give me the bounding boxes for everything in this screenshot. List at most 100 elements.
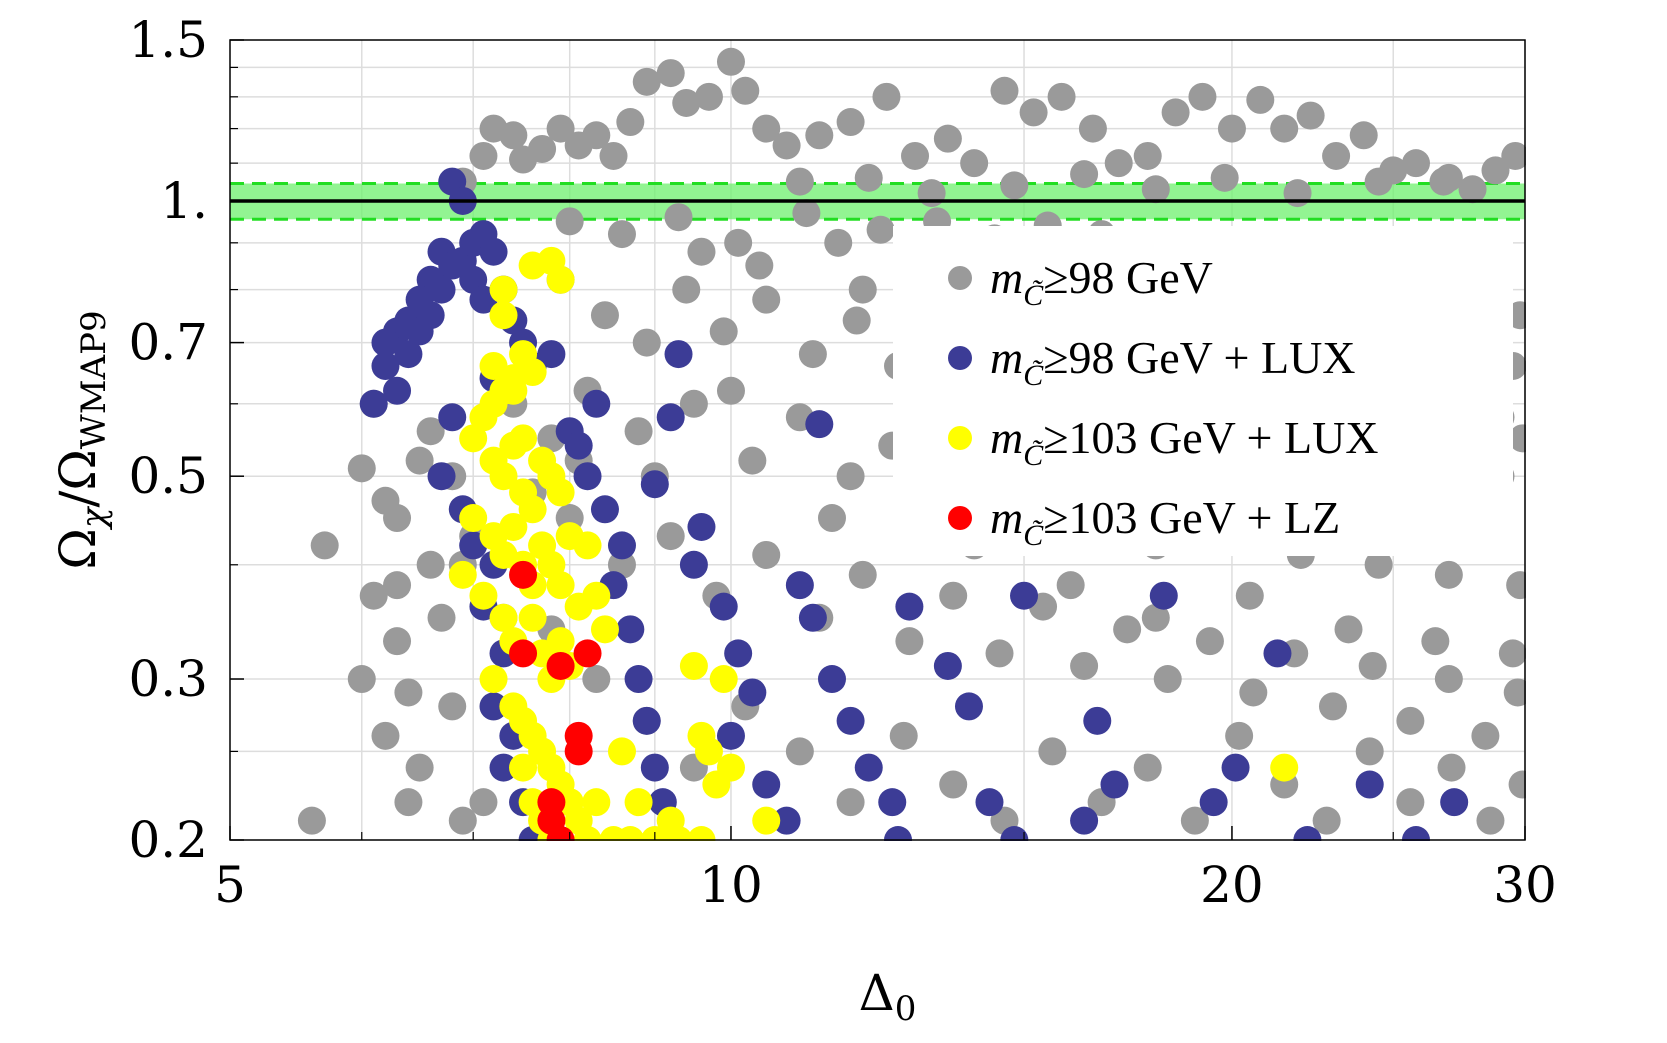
data-point [573, 639, 602, 668]
data-point [817, 504, 846, 533]
data-point [518, 603, 547, 632]
data-point [518, 358, 547, 387]
data-point [624, 665, 653, 694]
data-point [798, 603, 827, 632]
data-point [1180, 806, 1209, 835]
data-point [624, 417, 653, 446]
data-point [1440, 788, 1469, 817]
data-point [679, 651, 708, 680]
data-point [866, 215, 895, 244]
data-point [1458, 175, 1487, 204]
data-point [687, 512, 716, 541]
data-point [1104, 149, 1133, 178]
data-point [656, 522, 685, 551]
data-point [1364, 550, 1393, 579]
data-point [509, 753, 538, 782]
data-point [939, 581, 968, 610]
data-point [564, 431, 593, 460]
data-point [1318, 692, 1347, 721]
data-point [745, 251, 774, 280]
y-tick-label: 0.3 [128, 650, 208, 708]
data-point [1334, 615, 1363, 644]
data-point [1401, 149, 1430, 178]
data-point [985, 639, 1014, 668]
legend-box [893, 226, 1513, 556]
data-point [448, 806, 477, 835]
data-point [1349, 121, 1378, 150]
data-point [479, 692, 508, 721]
axis-ticks: 5 10 20 30 0.2 0.3 0.5 0.7 1. 1.5 [128, 11, 1556, 914]
data-point [1113, 615, 1142, 644]
data-point [640, 753, 669, 782]
data-point [371, 721, 400, 750]
data-point [427, 462, 456, 491]
data-point [694, 82, 723, 111]
data-point [632, 706, 661, 735]
data-point [1078, 114, 1107, 143]
data-point [599, 141, 628, 170]
data-point [1476, 806, 1505, 835]
data-point [792, 199, 821, 228]
data-point [1437, 753, 1466, 782]
data-point [895, 592, 924, 621]
data-point [469, 788, 498, 817]
data-point [917, 179, 946, 208]
data-point [960, 149, 989, 178]
data-point [573, 531, 602, 560]
data-point [772, 806, 801, 835]
data-point [564, 737, 593, 766]
data-point [672, 88, 701, 117]
data-point [1217, 114, 1246, 143]
data-point [1239, 678, 1268, 707]
data-point [459, 504, 488, 533]
data-point [1149, 581, 1178, 610]
data-point [889, 721, 918, 750]
data-point [872, 82, 901, 111]
data-point [1070, 806, 1099, 835]
data-point [479, 665, 508, 694]
data-point [546, 571, 575, 600]
data-point [582, 665, 611, 694]
data-point [1070, 160, 1099, 189]
data-point [1133, 753, 1162, 782]
data-point [672, 275, 701, 304]
data-point [582, 121, 611, 150]
data-point [1322, 141, 1351, 170]
data-point [805, 410, 834, 439]
data-point [394, 788, 423, 817]
data-point [469, 581, 498, 610]
data-point [546, 627, 575, 656]
data-point [1133, 141, 1162, 170]
data-point [679, 550, 708, 579]
data-point [499, 121, 528, 150]
data-point [459, 424, 488, 453]
data-point [1083, 706, 1112, 735]
data-point [394, 340, 423, 369]
data-point [607, 220, 636, 249]
data-point [1210, 163, 1239, 192]
data-point [785, 737, 814, 766]
data-point [1000, 171, 1029, 200]
y-tick-label: 1. [160, 172, 208, 230]
data-point [1246, 85, 1275, 114]
data-point [798, 340, 827, 369]
data-point [607, 531, 636, 560]
data-point [772, 131, 801, 160]
x-tick-label: 5 [214, 856, 246, 914]
data-point [347, 665, 376, 694]
data-point [679, 389, 708, 418]
data-point [933, 651, 962, 680]
data-point [297, 806, 326, 835]
data-point [1396, 788, 1425, 817]
data-point [632, 328, 661, 357]
data-point [537, 246, 566, 275]
data-point [824, 228, 853, 257]
data-point [694, 737, 723, 766]
data-point [1038, 737, 1067, 766]
data-point [1434, 560, 1463, 589]
data-point [738, 446, 767, 475]
data-point [752, 114, 781, 143]
data-point [489, 275, 518, 304]
data-point [848, 560, 877, 589]
x-tick-label: 30 [1493, 856, 1557, 914]
